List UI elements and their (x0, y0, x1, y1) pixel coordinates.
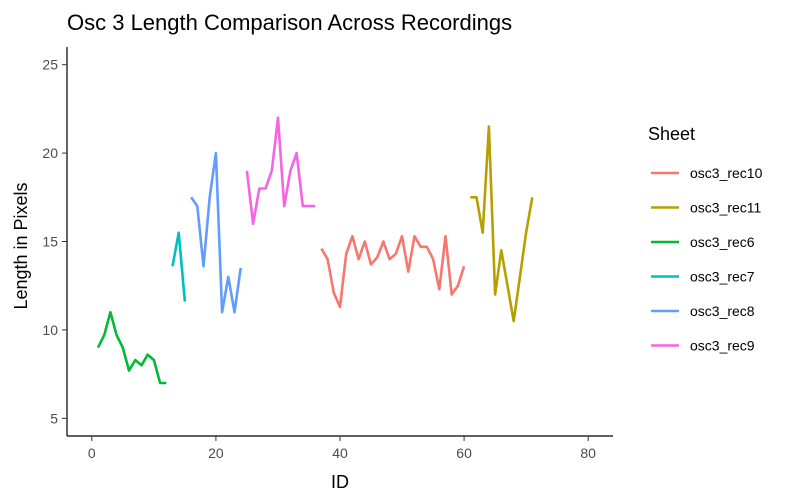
series-line-osc3_rec11 (470, 125, 534, 323)
legend-label-osc3_rec10: osc3_rec10 (690, 165, 763, 181)
series-line-osc3_rec8 (190, 151, 242, 314)
y-tick-label: 25 (42, 57, 58, 73)
y-tick-label: 15 (42, 234, 58, 250)
y-tick-label: 20 (42, 145, 58, 161)
legend-label-osc3_rec9: osc3_rec9 (690, 338, 755, 354)
series-line-osc3_rec10 (320, 234, 466, 309)
x-tick-label: 60 (456, 445, 472, 461)
x-tick-label: 0 (88, 445, 96, 461)
legend-label-osc3_rec8: osc3_rec8 (690, 303, 755, 319)
legend: Sheet osc3_rec10 osc3_rec11 osc3_rec6 osc3_… (648, 124, 763, 354)
chart-title: Osc 3 Length Comparison Across Recording… (67, 10, 512, 35)
series-line-osc3_rec9 (245, 116, 316, 226)
x-tick-label: 20 (208, 445, 224, 461)
plot-area (96, 116, 534, 385)
y-axis-title: Length in Pixels (11, 182, 31, 309)
legend-label-osc3_rec6: osc3_rec6 (690, 234, 755, 250)
series-line-osc3_rec6 (96, 310, 167, 385)
x-tick-label: 80 (580, 445, 596, 461)
series-line-osc3_rec7 (171, 231, 187, 302)
x-tick-label: 40 (332, 445, 348, 461)
y-tick-label: 10 (42, 322, 58, 338)
legend-label-osc3_rec11: osc3_rec11 (690, 200, 762, 216)
y-tick-label: 5 (50, 410, 58, 426)
x-axis-title: ID (331, 472, 349, 492)
legend-label-osc3_rec7: osc3_rec7 (690, 269, 755, 285)
legend-title: Sheet (648, 124, 695, 144)
axes: 0 20 40 60 80 5 10 15 20 25 (42, 47, 613, 461)
